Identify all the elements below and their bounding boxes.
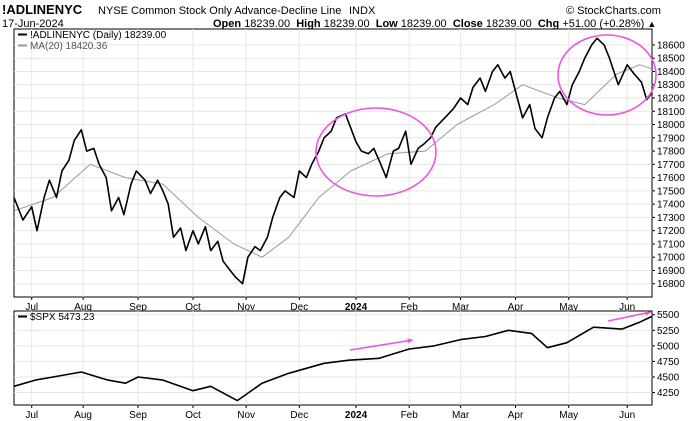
x-tick-label: 2024 xyxy=(345,302,368,313)
y-tick-label: 17400 xyxy=(657,200,685,211)
ma20-line xyxy=(13,64,653,258)
y-tick-label: 18300 xyxy=(657,80,685,91)
x-tick-label: Sep xyxy=(129,302,147,313)
x-tick-label: May xyxy=(559,302,578,313)
y-tick-label: 4500 xyxy=(657,372,680,383)
y-tick-label: 17900 xyxy=(657,133,685,144)
x-tick-label: Dec xyxy=(290,302,308,313)
trend-arrow-jun-head xyxy=(645,310,651,316)
x-tick-label: Nov xyxy=(237,302,255,313)
x-tick-label: Oct xyxy=(185,302,201,313)
y-tick-label: 5500 xyxy=(657,310,680,321)
x-tick-label: Jul xyxy=(25,410,38,421)
legend-label: !ADLINENYC (Daily) 18239.00 xyxy=(30,30,167,41)
y-tick-label: 16800 xyxy=(657,279,685,290)
close-value: 18239.00 xyxy=(485,18,532,30)
open-label: Open xyxy=(213,18,242,30)
watermark: © StockCharts.com xyxy=(566,5,661,17)
y-tick-label: 4250 xyxy=(657,388,680,399)
chg-value: +51.00 (+0.28%) xyxy=(562,18,645,30)
low-label: Low xyxy=(375,18,398,30)
x-tick-label: Feb xyxy=(401,410,419,421)
y-tick-label: 5250 xyxy=(657,326,680,337)
x-tick-label: Feb xyxy=(401,302,419,313)
trend-arrow-jan xyxy=(349,339,414,351)
highlight-ellipse-may xyxy=(557,34,657,116)
y-tick-label: 17700 xyxy=(657,160,685,171)
y-tick-label: 18200 xyxy=(657,93,685,104)
chg-label: Chg xyxy=(537,18,560,30)
open-value: 18239.00 xyxy=(244,18,291,30)
legend-label: $SPX 5473.23 xyxy=(30,312,95,323)
x-tick-label: Mar xyxy=(452,410,470,421)
y-tick-label: 17500 xyxy=(657,186,685,197)
y-tick-label: 17100 xyxy=(657,239,685,250)
x-tick-label: Aug xyxy=(74,410,92,421)
x-tick-label: May xyxy=(559,410,578,421)
plot-area-1 xyxy=(13,28,653,298)
x-tick-label: Dec xyxy=(290,410,308,421)
series-line xyxy=(13,315,653,402)
trend-arrow-jan-head xyxy=(407,338,413,344)
trend-arrow-jun xyxy=(607,311,652,322)
x-tick-label: Sep xyxy=(129,410,147,421)
y-tick-label: 17300 xyxy=(657,213,685,224)
legend-label: MA(20) 18420.36 xyxy=(30,41,108,52)
plot-area-2 xyxy=(13,310,653,406)
y-tick-label: 18600 xyxy=(657,40,685,51)
chart-symbol: !ADLINENYC xyxy=(2,2,83,17)
x-tick-label: Aug xyxy=(74,302,92,313)
y-tick-label: 16900 xyxy=(657,266,685,277)
low-value: 18239.00 xyxy=(400,18,447,30)
highlight-ellipse-jan xyxy=(315,107,437,197)
x-tick-label: Jul xyxy=(25,302,38,313)
high-value: 18239.00 xyxy=(323,18,370,30)
chg-up-arrow-icon: ▲ xyxy=(647,19,657,29)
y-tick-label: 17000 xyxy=(657,253,685,264)
x-tick-label: Jun xyxy=(619,410,635,421)
x-tick-label: Apr xyxy=(508,302,524,313)
y-tick-label: 18400 xyxy=(657,67,685,78)
x-tick-label: Nov xyxy=(237,410,255,421)
x-tick-label: 2024 xyxy=(345,410,368,421)
y-tick-label: 18100 xyxy=(657,107,685,118)
ohlc-readout: Open 18239.00 High 18239.00 Low 18239.00… xyxy=(213,18,656,31)
y-tick-label: 17200 xyxy=(657,226,685,237)
y-tick-label: 5000 xyxy=(657,341,680,352)
chart-date: 17-Jun-2024 xyxy=(2,18,64,30)
chart-exchange: INDX xyxy=(349,5,376,17)
x-tick-label: Mar xyxy=(452,302,470,313)
y-tick-label: 17600 xyxy=(657,173,685,184)
high-label: High xyxy=(296,18,321,30)
y-tick-label: 18500 xyxy=(657,54,685,65)
series-line xyxy=(13,37,653,285)
y-tick-label: 4750 xyxy=(657,357,680,368)
close-label: Close xyxy=(452,18,483,30)
chart-description: NYSE Common Stock Only Advance-Decline L… xyxy=(98,5,342,17)
x-tick-label: Jun xyxy=(619,302,635,313)
x-tick-label: Apr xyxy=(508,410,524,421)
y-tick-label: 17800 xyxy=(657,147,685,158)
x-tick-label: Oct xyxy=(185,410,201,421)
y-tick-label: 18000 xyxy=(657,120,685,131)
